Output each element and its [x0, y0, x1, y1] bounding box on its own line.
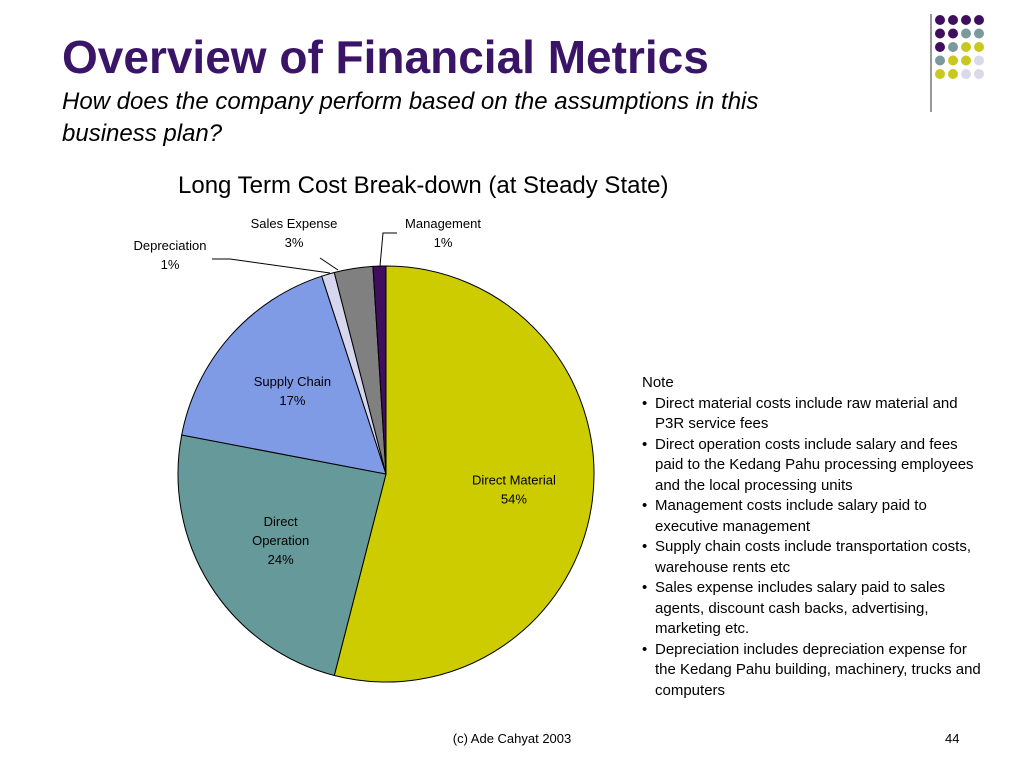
slice-name-label: Direct Material: [472, 473, 556, 488]
slice-value-label: 1%: [161, 257, 180, 272]
slide-title: Overview of Financial Metrics: [62, 31, 709, 83]
slice-value-label: 54%: [501, 492, 527, 507]
decor-dot: [948, 69, 958, 79]
pie-slice-direct-operation: [177, 434, 387, 677]
slice-value-label: 24%: [268, 552, 294, 567]
decor-dot: [974, 15, 984, 25]
slice-name-label: Depreciation: [134, 238, 207, 253]
decor-dot: [974, 42, 984, 52]
decor-dot: [948, 15, 958, 25]
leader-line: [212, 258, 331, 274]
leader-line: [379, 232, 397, 267]
decor-dot: [935, 15, 945, 25]
slice-name-label: Operation: [252, 533, 309, 548]
slice-name-label: Supply Chain: [254, 374, 331, 389]
decor-dot: [974, 55, 984, 66]
leader-line: [319, 257, 339, 271]
pie-slice-direct-material: [333, 265, 595, 683]
decor-dot: [961, 42, 971, 52]
slice-value-label: 3%: [285, 235, 304, 250]
decor-dot: [974, 69, 984, 79]
slice-value-label: 17%: [279, 393, 305, 408]
footer-credit: (c) Ade Cahyat 2003: [452, 731, 572, 746]
decor-dot: [935, 42, 945, 52]
decor-dot: [948, 28, 958, 39]
slice-name-label: Direct: [264, 514, 298, 529]
note-item: Management costs include salary paid to …: [642, 496, 982, 537]
decor-dot: [935, 28, 945, 39]
page-number: 44: [945, 731, 960, 746]
pie-slice-management: [372, 265, 387, 475]
decor-dot: [948, 42, 958, 52]
note-item: Sales expense includes salary paid to sa…: [642, 578, 982, 640]
note-item: Depreciation includes depreciation expen…: [642, 640, 982, 702]
note-item: Supply chain costs include transportatio…: [642, 537, 982, 578]
decor-dot: [935, 55, 945, 66]
note-item: Direct operation costs include salary an…: [642, 435, 982, 497]
decor-dot: [961, 69, 971, 79]
note-item: Direct material costs include raw materi…: [642, 394, 982, 435]
slice-value-label: 1%: [434, 235, 453, 250]
notes-heading: Note: [642, 374, 674, 391]
decor-dot: [948, 55, 958, 66]
decor-divider: [930, 14, 932, 112]
notes-list: Direct material costs include raw materi…: [642, 394, 982, 702]
decor-dot: [974, 28, 984, 39]
pie-slice-supply-chain: [181, 275, 387, 475]
slice-name-label: Sales Expense: [251, 216, 338, 231]
notes-box: Note Direct material costs include raw m…: [642, 373, 982, 701]
decor-dot: [935, 69, 945, 79]
decor-dot: [961, 15, 971, 25]
slice-name-label: Management: [405, 216, 481, 231]
chart-title: Long Term Cost Break-down (at Steady Sta…: [178, 172, 669, 199]
decor-dot: [961, 28, 971, 39]
slide-subtitle: How does the company perform based on th…: [62, 88, 759, 147]
decor-dot: [961, 55, 971, 66]
decor-dot-grid: [935, 15, 984, 79]
